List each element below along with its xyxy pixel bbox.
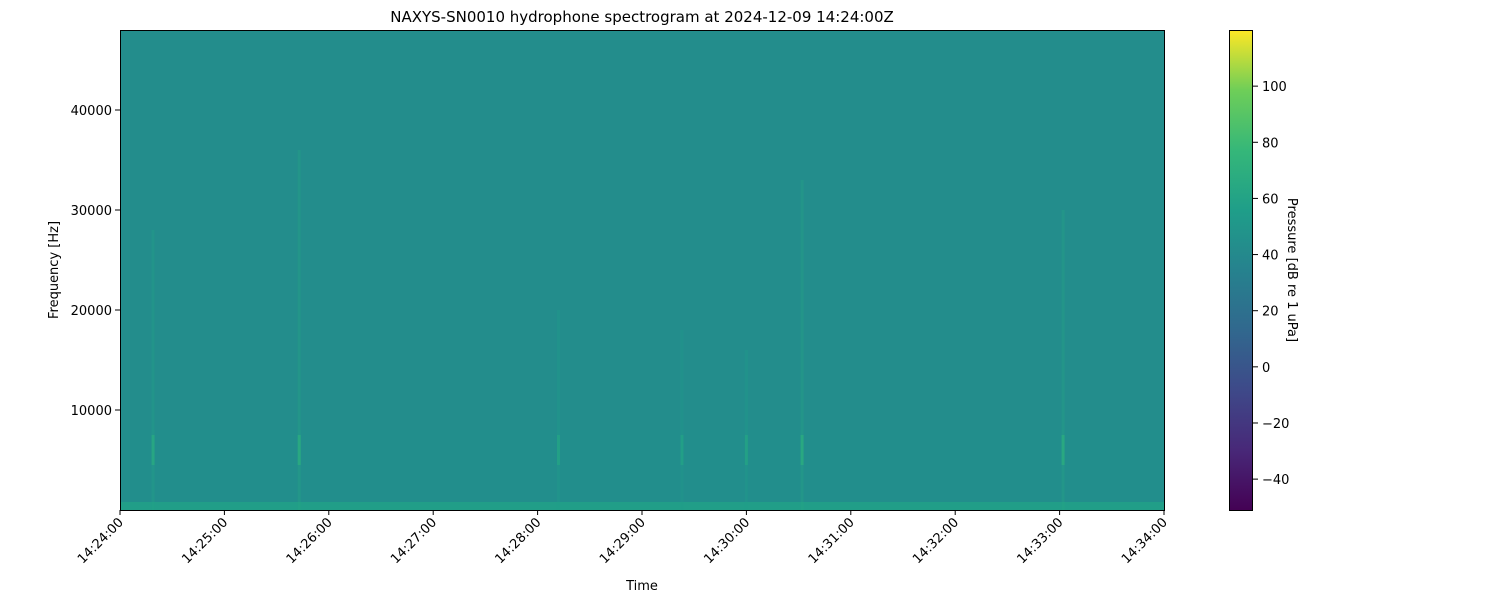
chart-title: NAXYS-SN0010 hydrophone spectrogram at 2… [390,8,894,26]
heatmap-transient [800,180,804,510]
colorbar-tick-label: 80 [1262,136,1279,151]
heatmap-transient-peak [297,435,301,465]
heatmap-transient-peak [680,435,684,465]
x-tick-label: 14:27:00 [388,515,440,567]
heatmap-transient-peak [556,435,560,465]
x-tick-label: 14:32:00 [910,515,962,567]
colorbar [1229,30,1253,511]
y-tick-label: 30000 [71,204,112,219]
colorbar-axis: −40 −20 0 20 40 60 80 100 [1253,80,1289,488]
heatmap-transient-peak [800,435,804,465]
heatmap-band [120,430,1164,502]
colorbar-tick-label: −20 [1262,417,1289,432]
heatmap-transient-peak [744,435,748,465]
y-axis: 10000 20000 30000 40000 [71,104,120,419]
x-tick-label: 14:30:00 [701,515,753,567]
spectrogram-heatmap [120,30,1164,510]
heatmap-transient [297,150,301,510]
x-tick-label: 14:31:00 [806,515,858,567]
heatmap-background [120,30,1164,510]
x-tick-label: 14:29:00 [597,515,649,567]
x-axis: 14:24:00 14:25:00 14:26:00 14:27:00 14:28:00… [75,510,1171,567]
x-tick-label: 14:24:00 [75,515,127,567]
heatmap-transient [680,330,684,510]
x-tick-label: 14:25:00 [179,515,231,567]
heatmap-transient [744,350,748,510]
x-axis-label: Time [625,579,658,594]
heatmap-transient-peak [1061,435,1065,465]
x-tick-label: 14:34:00 [1119,515,1171,567]
y-tick-label: 40000 [71,104,112,119]
colorbar-label: Pressure [dB re 1 uPa] [1284,198,1299,342]
y-axis-label: Frequency [Hz] [47,221,62,319]
colorbar-tick-label: 40 [1262,249,1279,264]
heatmap-transient [1061,210,1065,510]
colorbar-tick-label: 20 [1262,305,1279,320]
heatmap-transient [556,310,560,510]
y-tick-label: 10000 [71,404,112,419]
x-tick-label: 14:28:00 [493,515,545,567]
colorbar-tick-label: −40 [1262,473,1289,488]
colorbar-tick-label: 100 [1262,80,1287,95]
heatmap-band [120,502,1164,510]
y-tick-label: 20000 [71,304,112,319]
x-tick-label: 14:33:00 [1015,515,1067,567]
heatmap-transient-peak [151,435,155,465]
colorbar-tick-label: 0 [1262,361,1270,376]
colorbar-tick-label: 60 [1262,192,1279,207]
x-tick-label: 14:26:00 [284,515,336,567]
heatmap-transient [151,230,155,510]
